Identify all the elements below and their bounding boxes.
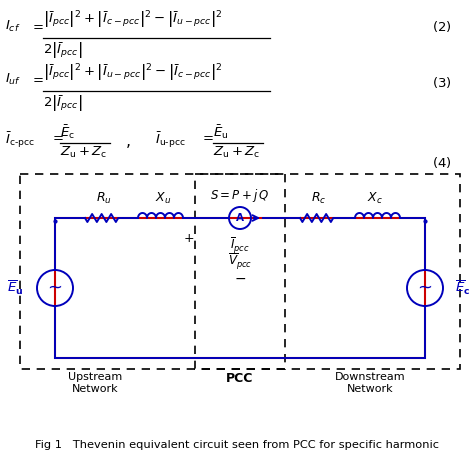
- Text: ~: ~: [47, 279, 63, 297]
- Text: $\left|\bar{I}_{pcc}\right|^2+\left|\bar{I}_{u-pcc}\right|^2-\left|\bar{I}_{c-pc: $\left|\bar{I}_{pcc}\right|^2+\left|\bar…: [43, 63, 223, 83]
- Text: $Z_{\mathrm{u}}+Z_{\mathrm{c}}$: $Z_{\mathrm{u}}+Z_{\mathrm{c}}$: [60, 145, 108, 160]
- Text: $\overline{V}_{pcc}$: $\overline{V}_{pcc}$: [228, 251, 252, 271]
- Text: $\overline{E}_{\mathbf{u}}$: $\overline{E}_{\mathbf{u}}$: [7, 279, 23, 297]
- Text: $X_c$: $X_c$: [367, 191, 383, 206]
- Text: $S = P + j\,Q$: $S = P + j\,Q$: [210, 187, 270, 204]
- Text: $2\left|\bar{I}_{pcc}\right|$: $2\left|\bar{I}_{pcc}\right|$: [43, 93, 82, 113]
- Text: $-$: $-$: [234, 271, 246, 285]
- Text: $2\left|\bar{I}_{pcc}\right|$: $2\left|\bar{I}_{pcc}\right|$: [43, 40, 82, 60]
- Text: PCC: PCC: [226, 372, 254, 385]
- Text: $=$: $=$: [30, 72, 44, 85]
- Text: $,$: $,$: [125, 135, 130, 151]
- Text: $=$: $=$: [200, 130, 214, 143]
- Text: $Z_{\mathrm{u}}+Z_{\mathrm{c}}$: $Z_{\mathrm{u}}+Z_{\mathrm{c}}$: [213, 145, 260, 160]
- Text: $=$: $=$: [30, 19, 44, 32]
- Text: $\bar{E}_{\mathrm{c}}$: $\bar{E}_{\mathrm{c}}$: [60, 123, 75, 141]
- Text: $(3)$: $(3)$: [432, 74, 452, 90]
- Text: $I_{uf}$: $I_{uf}$: [5, 72, 21, 87]
- Bar: [20, 174, 460, 369]
- Text: $X_u$: $X_u$: [155, 191, 171, 206]
- Text: $\bar{I}_{\mathrm{c\text{-}pcc}}$: $\bar{I}_{\mathrm{c\text{-}pcc}}$: [5, 130, 35, 150]
- Text: ~: ~: [418, 279, 432, 297]
- Text: $(2)$: $(2)$: [432, 19, 452, 35]
- Text: $\bar{I}_{\mathrm{u\text{-}pcc}}$: $\bar{I}_{\mathrm{u\text{-}pcc}}$: [155, 130, 186, 150]
- Text: Downstream
Network: Downstream Network: [335, 372, 405, 394]
- Text: $\overline{E}_{\mathbf{c}}$: $\overline{E}_{\mathbf{c}}$: [455, 279, 470, 297]
- Text: Upstream
Network: Upstream Network: [68, 372, 122, 394]
- Text: $\bar{E}_{\mathrm{u}}$: $\bar{E}_{\mathrm{u}}$: [213, 123, 228, 141]
- Text: A: A: [236, 213, 244, 223]
- Text: $I_{cf}$: $I_{cf}$: [5, 19, 20, 34]
- Text: $(4)$: $(4)$: [432, 154, 452, 170]
- Bar: [55, 218, 425, 358]
- Text: $\overline{I}_{pcc}$: $\overline{I}_{pcc}$: [230, 235, 250, 255]
- Text: $\left|\bar{I}_{pcc}\right|^2+\left|\bar{I}_{c-pcc}\right|^2-\left|\bar{I}_{u-pc: $\left|\bar{I}_{pcc}\right|^2+\left|\bar…: [43, 10, 223, 30]
- Text: $+$: $+$: [183, 232, 195, 245]
- Text: Fig 1   Thevenin equivalent circuit seen from PCC for specific harmonic: Fig 1 Thevenin equivalent circuit seen f…: [35, 440, 439, 450]
- Text: $R_c$: $R_c$: [311, 191, 327, 206]
- Text: $R_u$: $R_u$: [96, 191, 112, 206]
- Text: $=$: $=$: [50, 130, 64, 143]
- Bar: [195, 174, 285, 369]
